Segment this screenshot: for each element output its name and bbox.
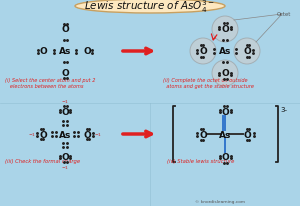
Text: O: O	[221, 69, 229, 78]
Text: O: O	[39, 130, 47, 139]
Text: O: O	[61, 25, 69, 34]
Text: As: As	[59, 47, 71, 56]
Text: $\it{Lewis\ structure\ of\ AsO_4^{3-}}$: $\it{Lewis\ structure\ of\ AsO_4^{3-}}$	[84, 0, 216, 15]
Text: O: O	[221, 108, 229, 117]
Text: O: O	[39, 47, 47, 56]
Text: (ii) Complete the octet on outside
  atoms and get the stable structure: (ii) Complete the octet on outside atoms…	[163, 78, 254, 88]
Text: 3-: 3-	[280, 107, 287, 112]
Circle shape	[212, 61, 238, 87]
Text: O: O	[61, 108, 69, 117]
Text: O: O	[83, 130, 91, 139]
Text: $^{-1}$: $^{-1}$	[61, 99, 69, 104]
Text: O: O	[61, 69, 69, 78]
Circle shape	[234, 39, 260, 65]
Text: O: O	[61, 152, 69, 161]
Text: © knordislearning.com: © knordislearning.com	[195, 199, 245, 203]
Text: O: O	[243, 130, 251, 139]
Text: O: O	[221, 25, 229, 34]
Text: $^{-1}$: $^{-1}$	[28, 132, 36, 137]
Text: O: O	[199, 130, 207, 139]
Text: Octet: Octet	[277, 12, 291, 16]
Text: As: As	[219, 130, 231, 139]
Text: (iv) Stable lewis structure: (iv) Stable lewis structure	[167, 158, 234, 163]
Text: O: O	[199, 47, 207, 56]
Text: (iii) Check the formal charge: (iii) Check the formal charge	[5, 158, 80, 163]
Text: O: O	[221, 152, 229, 161]
Circle shape	[212, 17, 238, 43]
Text: As: As	[59, 130, 71, 139]
Ellipse shape	[75, 0, 225, 14]
Text: (i) Select the center atom and put 2
   electrons between the atoms: (i) Select the center atom and put 2 ele…	[5, 78, 95, 88]
Text: O: O	[243, 47, 251, 56]
Text: O: O	[83, 47, 91, 56]
Text: As: As	[219, 47, 231, 56]
Text: $^{-1}$: $^{-1}$	[61, 165, 69, 170]
Circle shape	[190, 39, 216, 65]
Text: $^{-1}$: $^{-1}$	[94, 132, 102, 137]
